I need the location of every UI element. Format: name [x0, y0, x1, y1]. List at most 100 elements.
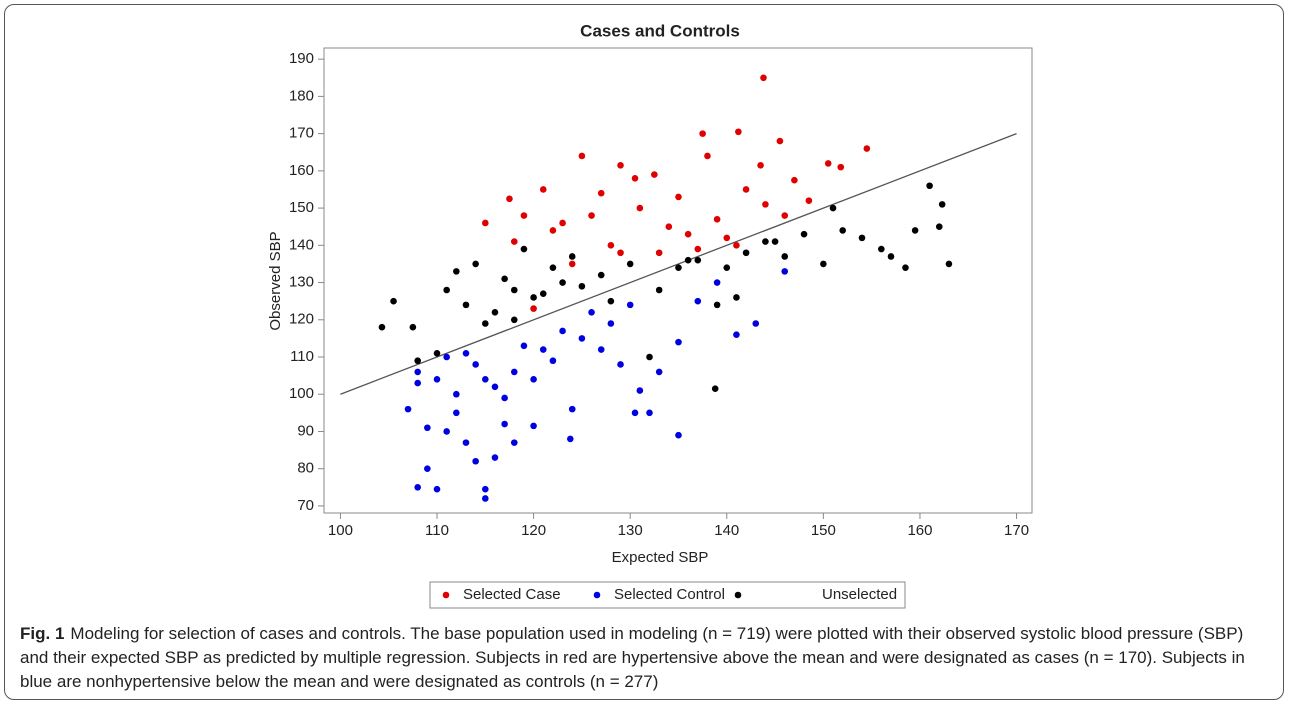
x-axis-label: Expected SBP — [612, 549, 709, 566]
point — [510, 238, 518, 245]
point — [723, 234, 731, 242]
frame — [4, 4, 1284, 700]
point — [781, 253, 789, 260]
point — [568, 405, 576, 413]
point — [655, 368, 663, 376]
point — [472, 260, 479, 268]
point — [694, 256, 702, 264]
y-tick-label: 120 — [289, 311, 314, 328]
x-tick-label: 120 — [521, 522, 546, 539]
chart: Cases and Controls Expected SBP Observed… — [267, 21, 1033, 609]
legend-box — [429, 581, 906, 609]
y-tick-label: 70 — [297, 497, 314, 514]
y-tick-label: 150 — [289, 199, 314, 216]
y-tick-label: 190 — [289, 50, 314, 67]
y-tick-label: 130 — [289, 274, 314, 291]
point — [491, 454, 499, 461]
reference-line — [340, 133, 1017, 395]
y-axis-label: Observed SBP — [267, 231, 284, 330]
point — [530, 422, 537, 430]
point — [839, 227, 846, 234]
point — [655, 249, 663, 257]
point — [414, 368, 421, 376]
point — [567, 435, 574, 443]
point — [800, 230, 808, 238]
point — [733, 242, 740, 249]
x-tick-label: 140 — [714, 522, 739, 539]
point — [378, 323, 386, 331]
chart-title: Cases and Controls — [580, 21, 740, 40]
point — [510, 286, 518, 294]
point — [617, 161, 624, 169]
point — [482, 320, 489, 327]
point — [433, 376, 441, 383]
point — [742, 186, 750, 193]
point — [491, 309, 499, 316]
point — [631, 409, 639, 417]
point — [443, 286, 450, 294]
point — [733, 294, 740, 301]
caption: Fig. 1 Modeling for selection of cases an… — [20, 622, 1265, 694]
point — [723, 264, 731, 271]
point — [462, 301, 470, 309]
point — [549, 227, 557, 234]
legend-label: Unselected — [822, 586, 897, 603]
point — [501, 275, 508, 283]
point — [506, 195, 513, 203]
point — [617, 249, 624, 257]
point — [520, 245, 528, 253]
point — [607, 242, 615, 249]
point — [713, 215, 721, 223]
point — [414, 357, 421, 365]
y-tick-label: 140 — [289, 236, 314, 253]
point — [824, 160, 832, 167]
point — [482, 219, 489, 227]
point — [501, 394, 508, 402]
point — [559, 279, 566, 286]
point — [607, 297, 615, 305]
caption-label: Fig. 1 — [20, 624, 65, 643]
point — [684, 256, 692, 264]
caption-text: Modeling for selection of cases and cont… — [20, 624, 1245, 691]
point — [510, 439, 518, 446]
point — [655, 286, 663, 294]
y-tick-label: 160 — [289, 162, 314, 179]
legend-marker — [734, 591, 742, 599]
y-tick-label: 90 — [297, 422, 314, 439]
point — [781, 268, 789, 275]
point — [863, 145, 871, 152]
point — [453, 409, 460, 417]
legend-marker — [593, 591, 601, 599]
point — [539, 346, 547, 353]
point — [404, 405, 412, 413]
point — [733, 331, 740, 338]
point — [433, 485, 441, 493]
legend-label: Selected Control — [614, 586, 725, 603]
point — [760, 74, 767, 82]
point — [482, 485, 489, 493]
point — [713, 279, 721, 286]
point — [578, 335, 586, 342]
point — [820, 260, 827, 268]
point — [530, 376, 537, 383]
point — [646, 353, 653, 361]
point — [433, 349, 441, 357]
point — [578, 282, 586, 290]
point — [530, 294, 537, 301]
point — [462, 349, 470, 357]
point — [713, 301, 721, 309]
point — [829, 204, 837, 212]
point — [636, 204, 644, 212]
point — [762, 201, 769, 208]
point — [424, 465, 431, 472]
point — [675, 193, 682, 201]
x-tick-label: 170 — [1004, 522, 1029, 539]
point — [694, 297, 702, 305]
point — [414, 484, 421, 491]
point — [938, 201, 946, 208]
y-tick-label: 170 — [289, 125, 314, 142]
point — [776, 137, 784, 145]
point — [530, 305, 537, 312]
point — [626, 260, 634, 268]
